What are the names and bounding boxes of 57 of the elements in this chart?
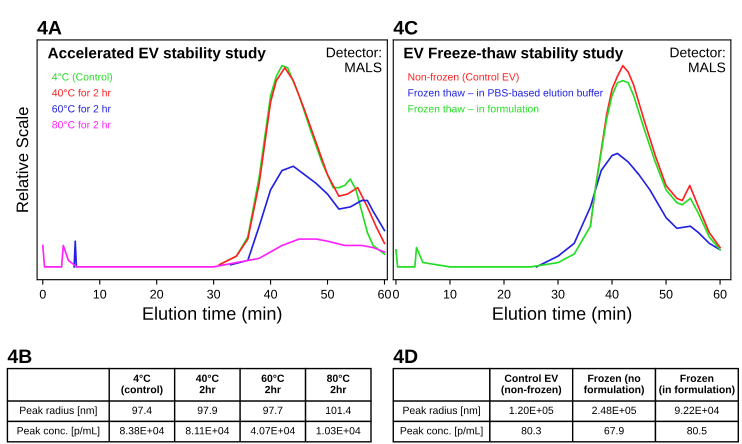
x-tick-label: 60 (378, 290, 391, 299)
y-axis-title: Relative Scale (16, 107, 28, 212)
text: 97.7 (263, 406, 282, 414)
text: 80.3 (522, 427, 541, 434)
category-label: 60°C 2hr (262, 374, 284, 394)
text: 8.11E+04 (186, 427, 230, 434)
category-label: 4°C (control) (121, 374, 163, 396)
text: 1.03E+04 (316, 427, 360, 434)
text: 9.22E+04 (674, 406, 720, 414)
text: Non-frozen (Control EV) (408, 72, 519, 83)
x-tick-label: 50 (660, 290, 673, 299)
x-tick-label: 40 (605, 290, 618, 299)
category-label: 80°C 2hr (326, 374, 350, 394)
text: 101.4 (326, 406, 352, 414)
x-tick-label: 60 (714, 290, 727, 299)
x-tick-label: 40 (264, 290, 278, 299)
x-axis-title: Elution time (min) (493, 306, 632, 324)
x-tick-label: 20 (498, 290, 510, 299)
text: 4°C (Control) (52, 72, 112, 83)
chart-subtitle: EV Freeze-thaw stability study (404, 47, 624, 62)
text: 4B (8, 350, 32, 363)
text: 67.9 (604, 427, 624, 434)
x-tick-label: 50 (321, 290, 334, 299)
x-tick-label: 10 (444, 290, 456, 299)
text: 97.9 (198, 406, 218, 414)
text: 40°C for 2 hr (52, 88, 111, 97)
x-tick-label: 0 (40, 290, 46, 299)
text: 8.38E+04 (120, 427, 164, 434)
text: 60°C for 2 hr (52, 104, 111, 112)
chart-title: 4A (37, 21, 62, 34)
text: 2.48E+05 (592, 406, 636, 414)
text: Frozen thaw – in PBS-based elution buffer (408, 88, 603, 97)
text: 80°C for 2 hr (52, 120, 111, 128)
chart-title: 4C (394, 20, 418, 35)
text: Frozen thaw – in formulation (408, 104, 538, 112)
annotation: Detector: MALS (670, 48, 726, 72)
x-tick-label: 30 (552, 290, 564, 299)
category-label: Peak radius [nm] (403, 406, 480, 416)
text: 1.20E+05 (510, 406, 554, 414)
category-label: Frozen (in formulation) (659, 374, 735, 396)
category-label: 40°C 2hr (196, 374, 219, 394)
x-axis-title: Elution time (min) (143, 306, 282, 324)
chart-subtitle: Accelerated EV stability study (48, 47, 266, 62)
text: 4.07E+04 (250, 427, 295, 434)
text: 80.5 (687, 427, 707, 434)
text: 4D (394, 350, 418, 363)
x-tick-label: 10 (94, 290, 106, 299)
category-label: Peak conc. [p/mL] (17, 426, 100, 436)
category-label: Peak conc. [p/mL] (400, 426, 483, 436)
category-label: Peak radius [nm] (20, 406, 97, 416)
category-label: Frozen (no formulation) (584, 374, 644, 396)
x-tick-label: 30 (207, 290, 220, 299)
x-tick-label: 0 (392, 290, 399, 299)
text: 97.4 (132, 406, 152, 414)
x-tick-label: 20 (150, 290, 164, 299)
category-label: Control EV (non-frozen) (501, 374, 562, 396)
annotation: Detector: MALS (326, 48, 382, 72)
